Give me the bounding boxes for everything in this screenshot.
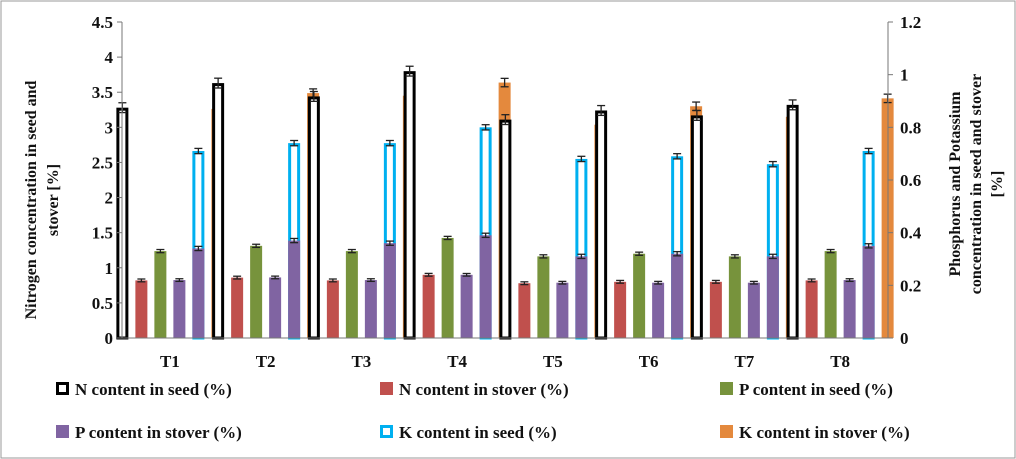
bar [364, 280, 377, 338]
legend-item: K content in stover (%) [720, 423, 910, 442]
bar [614, 281, 627, 338]
left-tick-label: 1.5 [92, 224, 113, 243]
legend-swatch [380, 382, 393, 395]
legend-item: K content in seed (%) [380, 423, 557, 442]
legend-swatch [380, 425, 393, 438]
left-axis-title: Nitrogen concentration in seed and stover… [23, 80, 62, 319]
left-tick-label: 1 [105, 259, 114, 278]
left-tick-label: 0.5 [92, 294, 113, 313]
legend-item: N content in seed (%) [56, 380, 232, 399]
bar [595, 110, 608, 340]
bar [422, 274, 435, 338]
bar [862, 245, 875, 338]
left-tick-label: 4.5 [92, 13, 113, 32]
bar [709, 281, 722, 338]
legend-label: K content in stover (%) [739, 423, 910, 442]
bar [288, 240, 301, 338]
left-tick-label: 0 [105, 329, 114, 348]
left-axis-title-line: stover [%] [45, 164, 62, 236]
legend-label: P content in seed (%) [739, 380, 893, 399]
bar [173, 280, 186, 338]
right-axis-title-line: Phosphorus and Potassium [947, 91, 964, 277]
bar [135, 280, 148, 338]
bar [403, 71, 416, 340]
category-label: T6 [639, 352, 659, 371]
right-axis-title-line: [%] [989, 171, 1006, 198]
category-label: T1 [160, 352, 180, 371]
bar [499, 119, 512, 340]
bar [537, 256, 550, 338]
bar [690, 115, 703, 340]
bar [671, 253, 684, 338]
bar [575, 256, 588, 338]
left-axis-ticks: 0 0.5 1 1.5 2 2.5 3 3.5 4 4.5 [92, 13, 114, 348]
bar [250, 245, 263, 338]
bar [747, 282, 760, 338]
bar [824, 251, 837, 338]
category-label: T4 [447, 352, 467, 371]
left-tick-label: 3 [105, 118, 114, 137]
bar [479, 235, 492, 338]
right-tick-label: 1 [900, 66, 909, 85]
right-tick-label: 1.2 [900, 13, 921, 32]
legend-label: P content in stover (%) [75, 423, 242, 442]
bar [441, 237, 454, 338]
right-axis-ticks: 0 0.2 0.4 0.6 0.8 1 1.2 [900, 13, 922, 348]
legend: N content in seed (%) N content in stover… [56, 380, 910, 442]
bar [766, 256, 779, 338]
bar [326, 280, 339, 338]
category-label: T8 [830, 352, 850, 371]
right-tick-label: 0.2 [900, 276, 921, 295]
bar [383, 243, 396, 338]
legend-label: N content in seed (%) [75, 380, 232, 399]
legend-swatch [720, 382, 733, 395]
category-label: T5 [543, 352, 563, 371]
bar [460, 274, 473, 338]
legend-label: N content in stover (%) [399, 380, 569, 399]
bar [231, 277, 244, 338]
bar [212, 83, 225, 340]
left-tick-label: 2.5 [92, 153, 113, 172]
bar [652, 282, 665, 338]
legend-item: P content in seed (%) [720, 380, 893, 399]
right-tick-label: 0 [900, 329, 909, 348]
legend-item: P content in stover (%) [56, 423, 242, 442]
left-tick-label: 4 [105, 48, 114, 67]
axes [117, 21, 893, 339]
legend-swatch [56, 425, 69, 438]
bar [154, 251, 167, 338]
bar [269, 277, 282, 338]
category-label: T3 [351, 352, 371, 371]
legend-label: K content in seed (%) [399, 423, 557, 442]
bar [556, 282, 569, 338]
legend-swatch [720, 425, 733, 438]
right-tick-label: 0.6 [900, 171, 921, 190]
bar [345, 251, 358, 338]
bar [728, 256, 741, 338]
legend-swatch [56, 382, 69, 395]
right-axis-title: Phosphorus and Potassium concentration in… [947, 74, 1006, 294]
bar [633, 253, 646, 338]
bar [192, 248, 205, 338]
bar [307, 96, 320, 340]
bar [805, 280, 818, 338]
bar [786, 104, 799, 340]
legend-item: N content in stover (%) [380, 380, 569, 399]
bar [518, 283, 531, 338]
left-axis-title-line: Nitrogen concentration in seed and [23, 80, 40, 319]
right-axis-title-line: concentration in seed and stover [968, 74, 985, 294]
category-label: T7 [734, 352, 754, 371]
category-labels: T1 T2 T3 T4 T5 T6 T7 T8 [160, 352, 850, 371]
bar [843, 280, 856, 338]
category-label: T2 [256, 352, 276, 371]
right-tick-label: 0.8 [900, 118, 921, 137]
right-tick-label: 0.4 [900, 224, 922, 243]
left-tick-label: 3.5 [92, 83, 113, 102]
left-tick-label: 2 [105, 189, 114, 208]
